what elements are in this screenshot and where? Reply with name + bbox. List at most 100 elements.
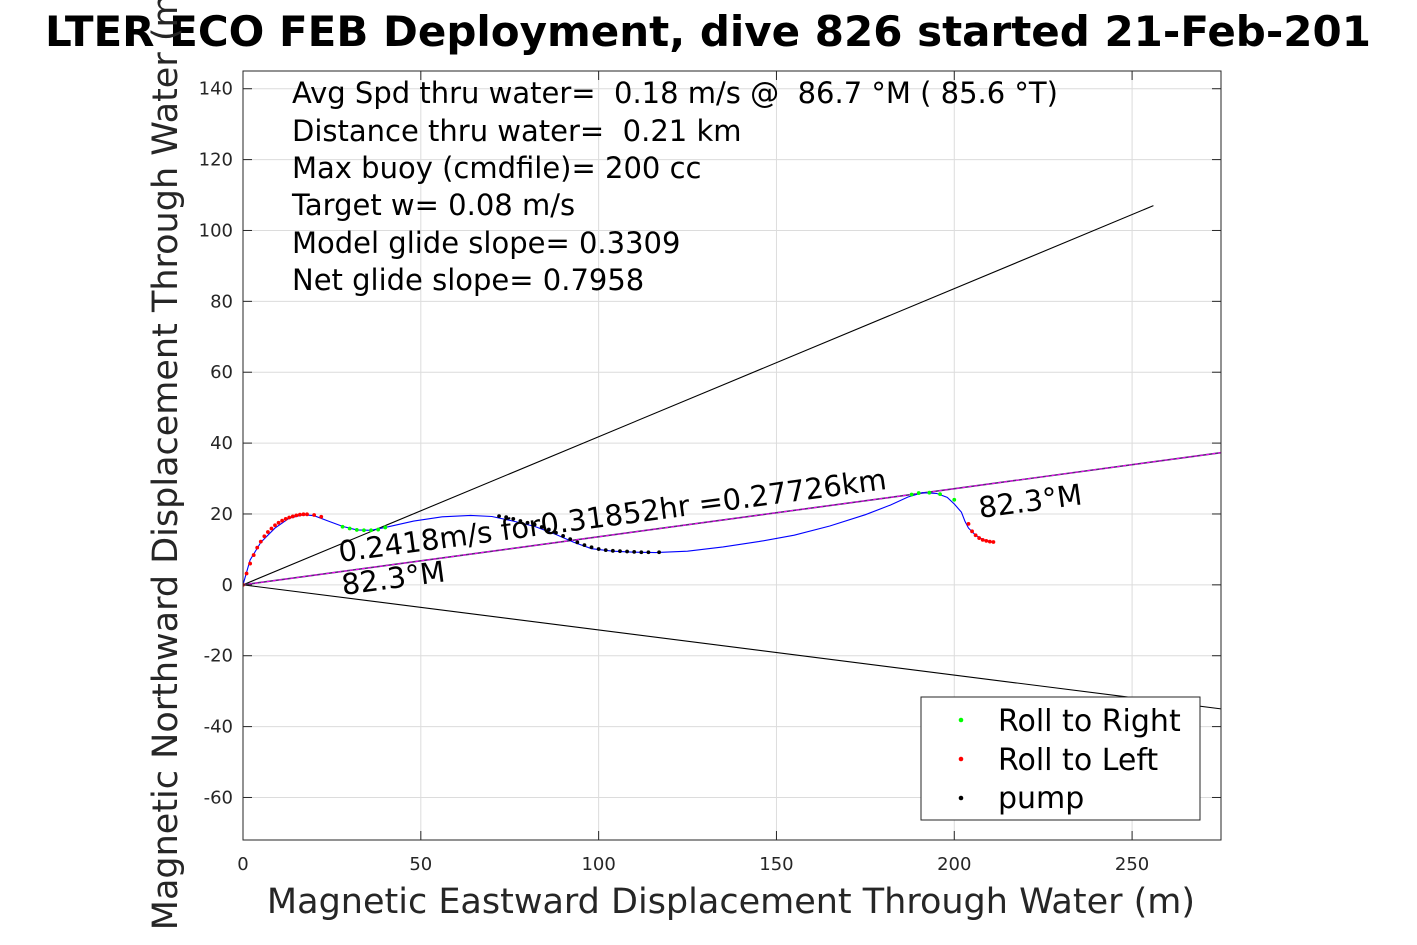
roll-to-left-point	[251, 553, 256, 557]
pump-point	[610, 548, 615, 553]
pump-point	[561, 534, 565, 538]
data-series	[243, 490, 996, 587]
stat-net-glide: Net glide slope= 0.7958	[292, 263, 644, 297]
pump-point	[632, 549, 637, 554]
pump-point	[625, 549, 629, 554]
roll-to-right-point	[354, 528, 359, 532]
roll-to-left-point	[287, 515, 292, 520]
roll-to-left-point	[301, 512, 306, 517]
legend-box	[920, 696, 1201, 821]
upper-cone-line	[243, 205, 1154, 586]
x-axis-title: Magnetic Eastward Displacement Through W…	[267, 882, 1195, 922]
roll-to-left-point	[283, 517, 288, 521]
roll-to-right-point	[369, 528, 373, 533]
roll-to-left-point	[973, 533, 978, 538]
roll-to-left-point	[294, 513, 299, 518]
stat-max-buoy: Max buoy (cmdfile)= 200 cc	[292, 151, 701, 185]
roll-to-right-point	[383, 525, 388, 530]
roll-to-left-point	[290, 514, 295, 519]
pump-point	[518, 519, 523, 523]
roll-to-right-point	[927, 490, 932, 495]
y-tick-label: 140	[199, 79, 233, 100]
roll-to-left-point	[244, 571, 249, 576]
legend: Roll to Right Roll to Left pump	[920, 696, 1201, 821]
axis-ticks: 0 50 100 150 200 250 -60 -40 -20 0 20 40 60 80 100 120 1…	[199, 71, 1221, 875]
stat-distance: Distance thru water= 0.21 km	[292, 114, 742, 148]
pump-point	[504, 515, 509, 520]
roll-to-left-point	[305, 512, 309, 517]
roll-to-right-point	[952, 497, 957, 502]
y-tick-label: 100	[199, 220, 233, 241]
roll-to-left-point	[977, 536, 982, 540]
x-tick-label: 150	[759, 854, 793, 875]
y-tick-label: 80	[210, 291, 233, 312]
pump-point	[511, 517, 516, 521]
roll-to-left-point	[280, 518, 285, 523]
roll-to-left-point	[984, 539, 989, 543]
y-tick-label: -40	[204, 717, 233, 738]
plot-frame	[242, 70, 1222, 841]
roll-to-right-point	[938, 492, 942, 497]
roll-to-left-point	[276, 520, 281, 525]
pump-point	[589, 545, 594, 550]
lower-cone-line	[243, 584, 1221, 710]
pump-point	[639, 550, 644, 555]
y-tick-label: -20	[204, 646, 233, 667]
y-tick-label: -60	[204, 787, 233, 808]
legend-label-pump: pump	[998, 781, 1084, 816]
grid-lines	[242, 71, 1221, 840]
pump-point	[603, 548, 608, 553]
pump-point	[568, 537, 573, 542]
x-tick-label: 250	[1115, 854, 1149, 875]
roll-to-right-point	[909, 492, 914, 497]
y-tick-label: 120	[199, 150, 233, 171]
legend-marker-roll-right	[958, 717, 964, 723]
chart-title: LTER ECO FEB Deployment, dive 826 starte…	[45, 7, 1371, 56]
roll-to-left-point	[248, 561, 253, 566]
x-tick-label: 0	[237, 854, 248, 875]
roll-to-right-point	[376, 527, 381, 532]
x-tick-label: 100	[581, 854, 615, 875]
y-tick-label: 20	[210, 504, 233, 525]
reference-lines	[243, 205, 1221, 710]
stats-block: Avg Spd thru water= 0.18 m/s @ 86.7 °M (…	[291, 76, 1058, 297]
roll-to-left-point	[273, 523, 277, 528]
roll-to-left-point	[269, 526, 274, 531]
roll-to-left-point	[970, 529, 974, 534]
roll-to-left-point	[265, 530, 270, 534]
stat-avg-speed: Avg Spd thru water= 0.18 m/s @ 86.7 °M (…	[292, 76, 1058, 110]
roll-to-left-point	[987, 539, 992, 544]
x-tick-label: 200	[937, 854, 971, 875]
roll-to-right-point	[362, 528, 366, 533]
roll-to-left-point	[991, 540, 996, 544]
pump-point	[618, 549, 622, 554]
roll-to-left-point	[319, 514, 324, 519]
y-tick-label: 0	[222, 575, 233, 596]
pump-point	[596, 547, 601, 551]
pump-point	[582, 543, 587, 548]
pump-point	[497, 514, 501, 518]
stat-model-glide: Model glide slope= 0.3309	[292, 226, 680, 260]
pump-point	[539, 525, 544, 529]
pump-point	[575, 540, 580, 545]
roll-to-right-point	[916, 491, 921, 495]
pump-point	[646, 550, 651, 555]
roll-to-left-point	[298, 512, 302, 517]
legend-label-roll-right: Roll to Right	[998, 704, 1181, 739]
pump-point	[657, 550, 661, 555]
pump-point	[546, 527, 551, 532]
legend-label-roll-left: Roll to Left	[998, 743, 1158, 778]
roll-to-left-point	[966, 521, 971, 526]
y-tick-label: 60	[210, 362, 233, 383]
y-tick-label: 40	[210, 433, 233, 454]
x-tick-label: 50	[409, 854, 432, 875]
y-axis-title: Magnetic Northward Displacement Through …	[146, 0, 186, 930]
legend-marker-pump	[958, 795, 964, 801]
roll-to-left-point	[312, 513, 317, 517]
heading-line-dash	[243, 452, 1221, 586]
pump-point	[554, 530, 558, 535]
pump-point	[532, 522, 537, 527]
pump-point	[525, 520, 530, 525]
roll-to-left-point	[262, 534, 267, 539]
